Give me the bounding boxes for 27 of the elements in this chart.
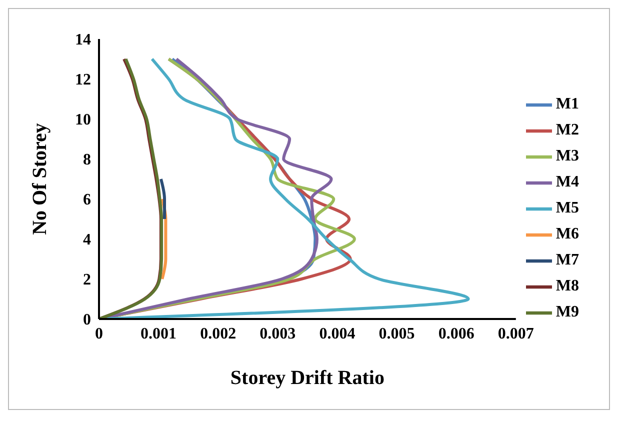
legend-label: M5	[556, 200, 579, 217]
legend-label: M4	[556, 174, 579, 191]
x-tick-label: 0.002	[200, 325, 236, 342]
legend-label: M6	[556, 226, 579, 243]
x-tick-label: 0.003	[260, 325, 296, 342]
legend-label: M1	[556, 96, 579, 113]
y-tick-label: 2	[83, 272, 91, 289]
x-tick-label: 0.005	[378, 325, 415, 342]
x-axis-title: Storey Drift Ratio	[230, 367, 384, 389]
x-tick-label: 0.007	[498, 325, 534, 342]
y-tick-label: 6	[83, 192, 91, 209]
legend-label: M9	[556, 304, 579, 321]
y-tick-label: 10	[75, 112, 91, 129]
x-tick-label: 0.004	[319, 325, 356, 342]
x-tick-label: 0	[95, 325, 103, 342]
y-tick-label: 12	[75, 72, 91, 89]
x-tick-label: 0.001	[140, 325, 177, 342]
y-tick-label: 0	[83, 312, 91, 329]
legend-label: M8	[556, 278, 579, 295]
y-axis-title: No Of Storey	[29, 123, 52, 235]
legend-label: M2	[556, 122, 579, 139]
x-tick-label: 0.006	[438, 325, 474, 342]
legend-label: M7	[556, 252, 579, 269]
y-tick-label: 14	[75, 32, 91, 49]
y-tick-label: 8	[83, 152, 91, 169]
y-tick-label: 4	[83, 232, 91, 249]
legend-label: M3	[556, 148, 579, 165]
